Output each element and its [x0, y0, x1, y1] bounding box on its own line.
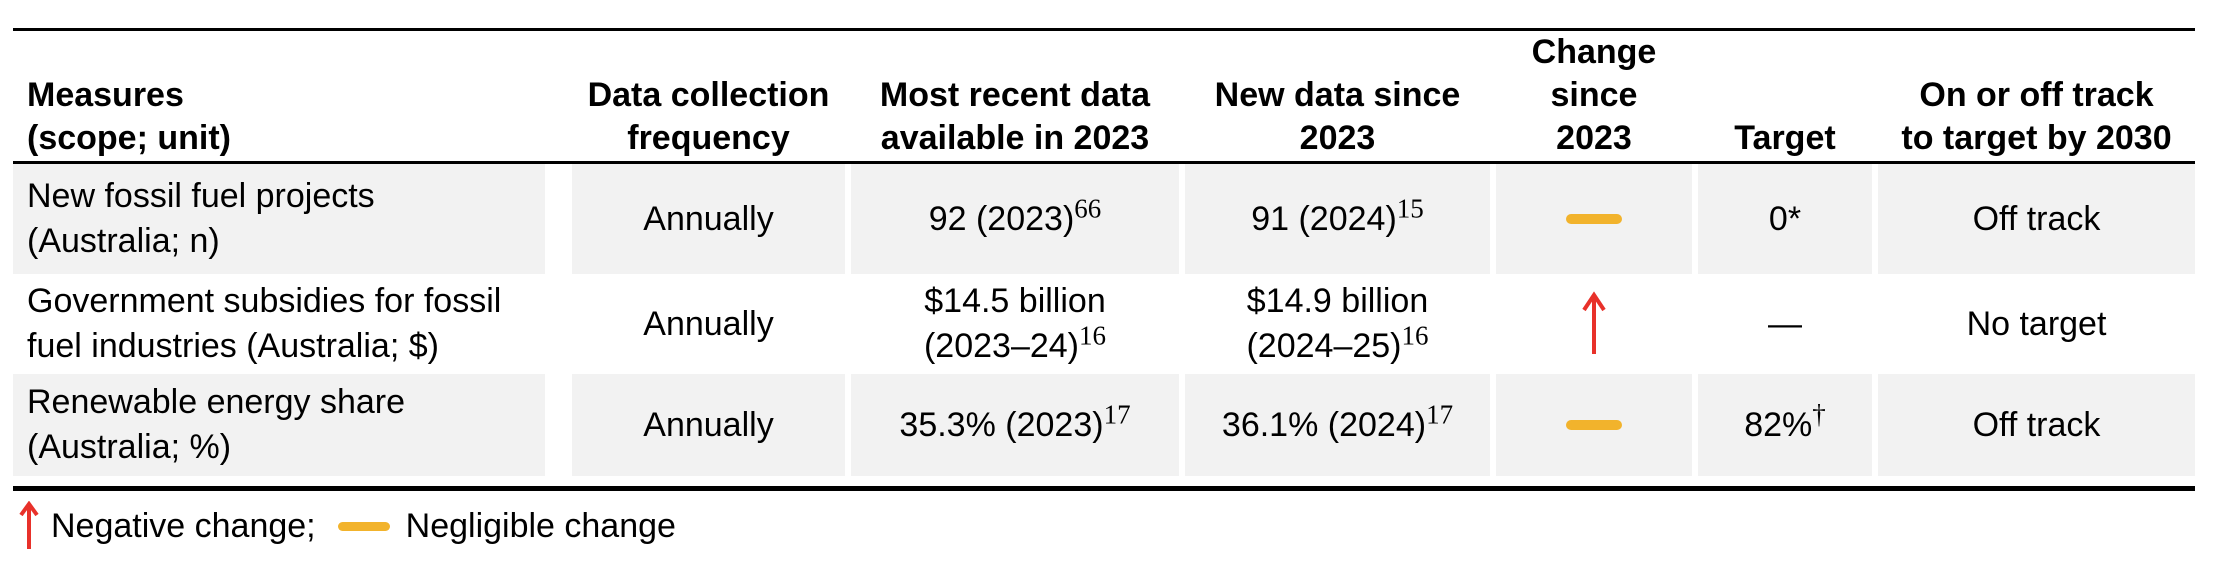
- header-frequency: Data collection frequency: [587, 76, 830, 157]
- negligible-change-icon: [1566, 420, 1622, 430]
- measure-cell: Government subsidies for fossil fuel ind…: [27, 282, 502, 365]
- table-row: Renewable energy share (Australia; %) An…: [13, 374, 2195, 476]
- target-cell: 0*: [1698, 164, 1872, 274]
- header-change: Change since 2023: [1531, 33, 1657, 157]
- track-status-cell: No target: [1966, 304, 2107, 343]
- table-top-rule: [13, 28, 2195, 31]
- table-header-row: Measures (scope; unit) Data collection f…: [13, 31, 2195, 164]
- table-row: Government subsidies for fossil fuel ind…: [13, 274, 2195, 374]
- change-cell: [1496, 374, 1692, 476]
- new-data-cell: 36.1% (2024)17: [1185, 374, 1490, 476]
- track-status-cell: Off track: [1878, 374, 2195, 476]
- new-data-cell: $14.9 billion (2024–25)16: [1246, 282, 1429, 365]
- negligible-change-icon: [337, 521, 390, 531]
- reference-superscript: 17: [1426, 399, 1454, 430]
- table-bottom-rule: [13, 486, 2195, 491]
- header-target: Target: [1734, 119, 1836, 157]
- legend-negligible-label: Negligible change: [405, 506, 676, 545]
- reference-superscript: 66: [1074, 193, 1102, 224]
- reference-superscript: 16: [1401, 320, 1429, 351]
- header-track: On or off track to target by 2030: [1901, 76, 2172, 157]
- negligible-change-icon: [1566, 214, 1622, 224]
- measure-cell: New fossil fuel projects (Australia; n): [13, 164, 545, 274]
- measure-cell: Renewable energy share (Australia; %): [13, 374, 545, 476]
- header-measures: Measures (scope; unit): [27, 76, 231, 157]
- header-recent-data: Most recent data available in 2023: [879, 76, 1151, 157]
- table-row: New fossil fuel projects (Australia; n) …: [13, 164, 2195, 274]
- reference-superscript: 16: [1079, 320, 1106, 351]
- frequency-cell: Annually: [572, 374, 845, 476]
- indicator-table: Measures (scope; unit) Data collection f…: [13, 28, 2195, 491]
- legend-negative-label: Negative change;: [51, 506, 316, 545]
- header-new-data: New data since 2023: [1214, 76, 1461, 157]
- negative-change-icon: [19, 501, 39, 549]
- negative-change-icon: [1582, 291, 1606, 354]
- frequency-cell: Annually: [572, 164, 845, 274]
- change-legend: Negative change; Negligible change: [17, 501, 676, 549]
- reference-superscript: 17: [1103, 399, 1131, 430]
- new-data-cell: 91 (2024)15: [1185, 164, 1490, 274]
- target-cell: —: [1768, 304, 1802, 343]
- target-cell: 82%†: [1698, 374, 1872, 476]
- recent-data-cell: $14.5 billion (2023–24)16: [923, 282, 1106, 365]
- change-cell: [1496, 274, 1692, 374]
- footnote-superscript: †: [1812, 399, 1826, 430]
- frequency-cell: Annually: [643, 304, 774, 343]
- track-status-cell: Off track: [1878, 164, 2195, 274]
- recent-data-cell: 92 (2023)66: [851, 164, 1179, 274]
- reference-superscript: 15: [1396, 193, 1424, 224]
- change-cell: [1496, 164, 1692, 274]
- recent-data-cell: 35.3% (2023)17: [851, 374, 1179, 476]
